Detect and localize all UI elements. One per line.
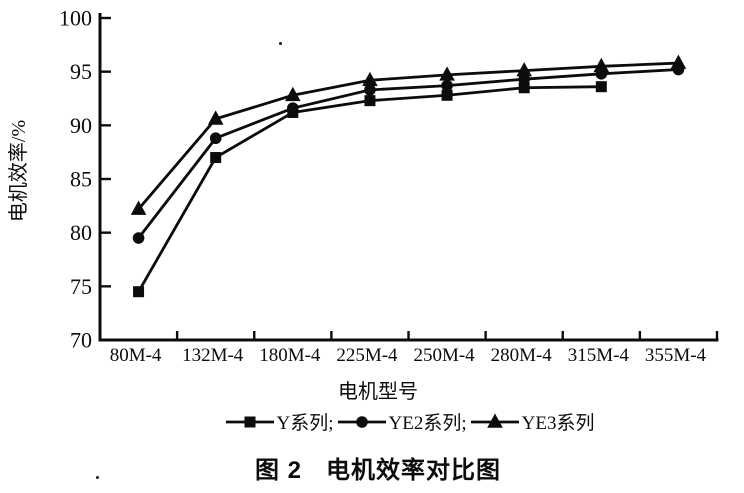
x-tick-label: 250M-4 — [413, 345, 475, 366]
y-tick-label: 70 — [70, 328, 92, 353]
x-tick-label: 280M-4 — [491, 345, 553, 366]
data-point-triangle — [362, 71, 378, 87]
data-point-square — [210, 152, 222, 164]
data-point-triangle — [516, 62, 532, 77]
data-point-triangle — [439, 66, 455, 81]
data-point-triangle — [207, 110, 224, 125]
efficiency-line-chart: 70 75 80 85 90 95 100 80M-4 132M-4 180M-4 225M-4 2… — [7, 6, 719, 403]
legend-circle-icon — [337, 415, 386, 428]
data-point-square — [133, 286, 145, 298]
series-line-square — [137, 85, 602, 293]
figure-caption: 图 2 电机效率对比图 — [6, 450, 744, 485]
scan-artifact-dot — [96, 476, 99, 479]
data-point-circle — [209, 132, 222, 145]
data-point-circle — [132, 232, 145, 244]
x-tick-label: 225M-4 — [336, 345, 398, 366]
y-tick-label: 100 — [59, 6, 92, 31]
data-point-triangle — [285, 86, 301, 102]
legend-marker-square — [244, 416, 256, 427]
x-tick-label: 80M-4 — [110, 345, 162, 366]
data-point-triangle — [593, 57, 610, 73]
y-tick-label: 95 — [70, 59, 92, 84]
legend-label: YE2系列; — [388, 413, 467, 434]
data-series — [130, 54, 687, 298]
legend-marker-triangle — [486, 413, 503, 428]
data-point-square — [518, 82, 530, 94]
figure-caption-title: 电机效率对比图 — [326, 457, 501, 484]
data-point-square — [595, 81, 607, 93]
data-point-circle — [441, 79, 453, 92]
y-tick-label: 90 — [70, 113, 92, 138]
y-tick-label: 75 — [70, 274, 92, 299]
figure-caption-number: 图 2 — [254, 457, 302, 484]
legend-label: Y系列; — [276, 413, 334, 434]
data-point-triangle — [130, 200, 147, 215]
y-axis-title: 电机效率/% — [7, 120, 30, 222]
legend-item-square: Y系列; — [225, 408, 334, 435]
chart-legend: Y系列; YE2系列; YE3系列 — [100, 408, 720, 435]
data-point-square — [364, 95, 376, 107]
legend-triangle-icon — [470, 413, 519, 428]
y-tick-label: 85 — [70, 167, 92, 192]
data-point-triangle — [670, 54, 687, 69]
x-axis-title: 电机型号 — [338, 380, 418, 403]
y-tick-label: 80 — [70, 220, 92, 245]
data-point-circle — [364, 84, 376, 96]
axes — [98, 13, 719, 342]
legend-item-triangle: YE3系列 — [470, 408, 595, 435]
legend-label: YE3系列 — [521, 413, 595, 434]
x-tick-label: 355M-4 — [645, 345, 707, 366]
series-line-circle — [137, 68, 679, 239]
data-point-square — [441, 89, 453, 101]
x-tick-label: 132M-4 — [182, 345, 244, 366]
x-tick-label: 180M-4 — [259, 345, 321, 366]
x-tick-label: 315M-4 — [568, 345, 630, 366]
scan-artifact-dot — [279, 42, 282, 45]
x-axis-ticks: 80M-4 132M-4 180M-4 225M-4 250M-4 280M-4 315M-… — [110, 331, 719, 366]
legend-item-circle: YE2系列; — [337, 408, 467, 435]
legend-square-icon — [225, 416, 274, 427]
legend-marker-circle — [355, 415, 368, 428]
y-axis-ticks: 70 75 80 85 90 95 100 — [59, 6, 111, 353]
series-line-triangle — [137, 61, 679, 210]
data-point-circle — [287, 102, 299, 114]
